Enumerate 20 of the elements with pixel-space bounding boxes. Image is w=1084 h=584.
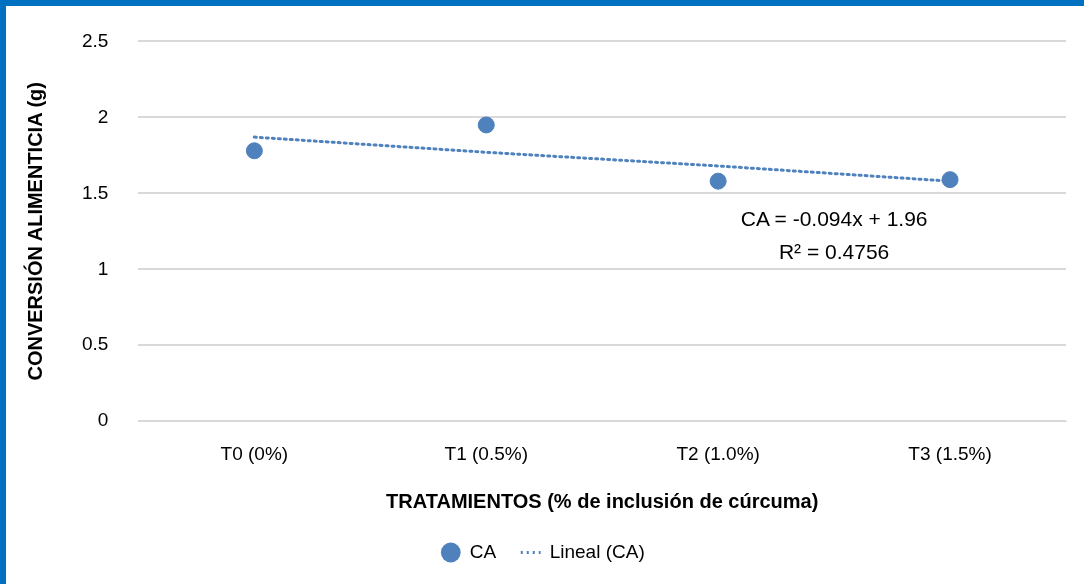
y-tick-label: 1 — [97, 257, 109, 279]
annotation: R² = 0.4756 — [778, 239, 890, 263]
y-tick-label: 0 — [97, 409, 109, 431]
y-tick-label: 2 — [97, 105, 109, 127]
y-tick-label: 0.5 — [81, 333, 109, 355]
x-tick-label: T0 (0%) — [220, 442, 289, 464]
point — [941, 171, 959, 189]
point — [709, 172, 727, 190]
annotation: CA = -0.094x + 1.96 — [740, 206, 928, 230]
legend-label: CA — [469, 540, 497, 562]
point — [477, 116, 495, 134]
y-tick-label: 1.5 — [81, 181, 109, 203]
y-tick-label: 2.5 — [81, 29, 109, 51]
x-tick-label: T1 (0.5%) — [444, 442, 528, 464]
x-tick-label: T2 (1.0%) — [676, 442, 760, 464]
x-axis-title: TRATAMIENTOS (% de inclusión de cúrcuma) — [386, 489, 819, 512]
x-tick-label: T3 (1.5%) — [908, 442, 992, 464]
y-axis-title: CONVERSIÓN ALIMENTICIA (g) — [22, 82, 46, 381]
legend-label: Lineal (CA) — [549, 540, 645, 562]
point — [245, 142, 263, 160]
